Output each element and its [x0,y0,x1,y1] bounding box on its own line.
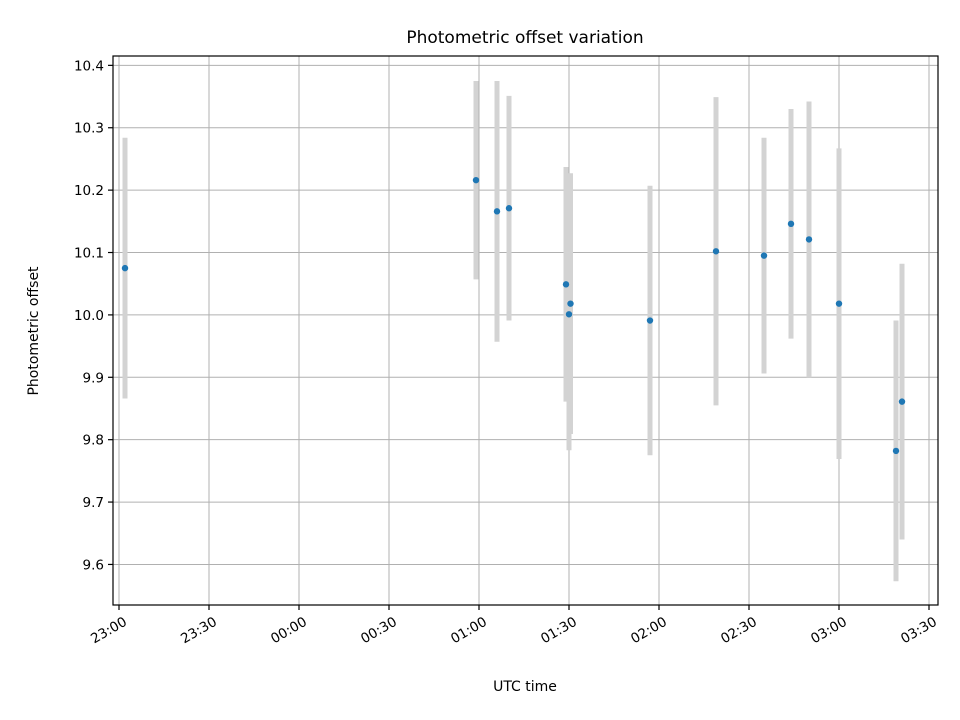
chart-title: Photometric offset variation [406,28,643,48]
y-tick-label: 10.2 [74,183,104,199]
y-tick-label: 9.9 [83,370,104,386]
y-axis-label: Photometric offset [26,266,42,396]
data-point [472,176,480,184]
y-axis-ticks: 9.6 9.7 9.8 9.9 10.0 10.1 10.2 10.3 10.4 [74,58,113,573]
y-tick-label: 9.6 [83,557,104,573]
data-point [835,300,843,307]
data-point [760,252,768,259]
data-point [567,300,574,307]
x-axis-label: UTC time [493,679,557,695]
data-point [646,317,654,324]
data-point [505,205,513,212]
y-tick-label: 10.3 [74,121,104,137]
y-tick-label: 9.8 [83,433,104,449]
data-point [898,398,906,405]
data-point [121,264,129,272]
data-point [493,208,501,215]
plot-frame [112,55,939,606]
data-point [892,447,900,455]
y-tick-label: 10.1 [74,246,104,262]
data-point [805,236,813,243]
data-points [121,176,906,455]
y-tick-label: 10.4 [74,58,104,74]
data-point [787,220,795,228]
data-point [562,281,570,288]
y-tick-label: 9.7 [83,495,104,511]
grid [113,56,938,605]
data-point [712,248,720,255]
y-tick-label: 10.0 [74,308,104,324]
data-point [565,311,573,318]
